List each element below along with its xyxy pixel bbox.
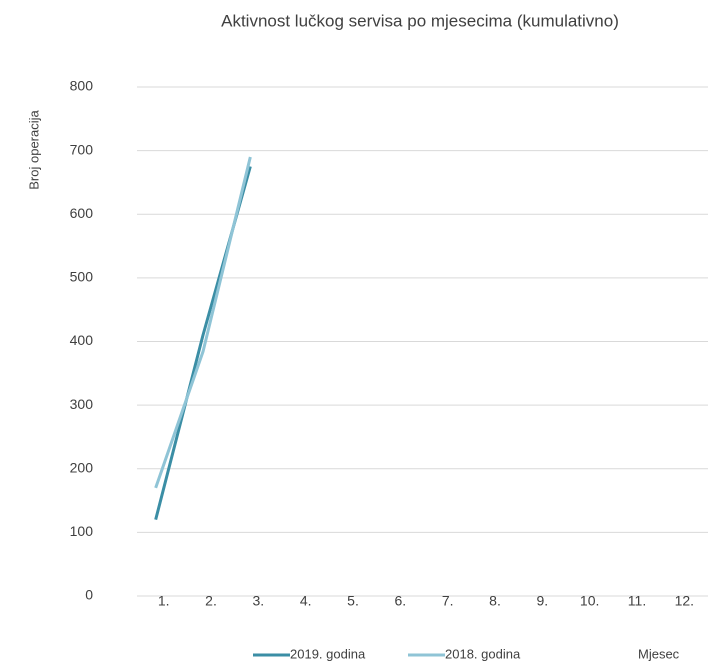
- y-tick-label: 100: [70, 523, 94, 539]
- x-tick-label: 5.: [347, 593, 359, 609]
- y-tick-label: 700: [70, 141, 94, 157]
- y-tick-label: 800: [70, 78, 94, 94]
- x-tick-label: 11.: [628, 593, 646, 609]
- x-tick-label: 1.: [158, 593, 170, 609]
- series-line: [154, 156, 252, 489]
- x-tick-label: 9.: [536, 593, 548, 609]
- y-tick-label: 0: [85, 587, 93, 603]
- y-axis-label: Broj operacija: [26, 109, 41, 189]
- x-tick-label: 6.: [394, 593, 406, 609]
- x-tick-label: 4.: [300, 593, 312, 609]
- legend-label: 2018. godina: [445, 646, 521, 661]
- x-tick-label: 3.: [252, 593, 264, 609]
- legend-label: 2019. godina: [290, 646, 366, 661]
- y-tick-label: 300: [70, 396, 94, 412]
- y-tick-label: 600: [70, 205, 94, 221]
- y-tick-label: 200: [70, 459, 94, 475]
- y-tick-label: 500: [70, 269, 94, 285]
- x-tick-label: 2.: [205, 593, 217, 609]
- y-tick-label: 400: [70, 332, 94, 348]
- x-tick-label: 8.: [489, 593, 501, 609]
- x-axis-label: Mjesec: [638, 646, 680, 661]
- x-tick-label: 12.: [675, 593, 694, 609]
- chart-title: Aktivnost lučkog servisa po mjesecima (k…: [221, 11, 619, 30]
- x-tick-label: 10.: [580, 593, 599, 609]
- x-tick-label: 7.: [442, 593, 454, 609]
